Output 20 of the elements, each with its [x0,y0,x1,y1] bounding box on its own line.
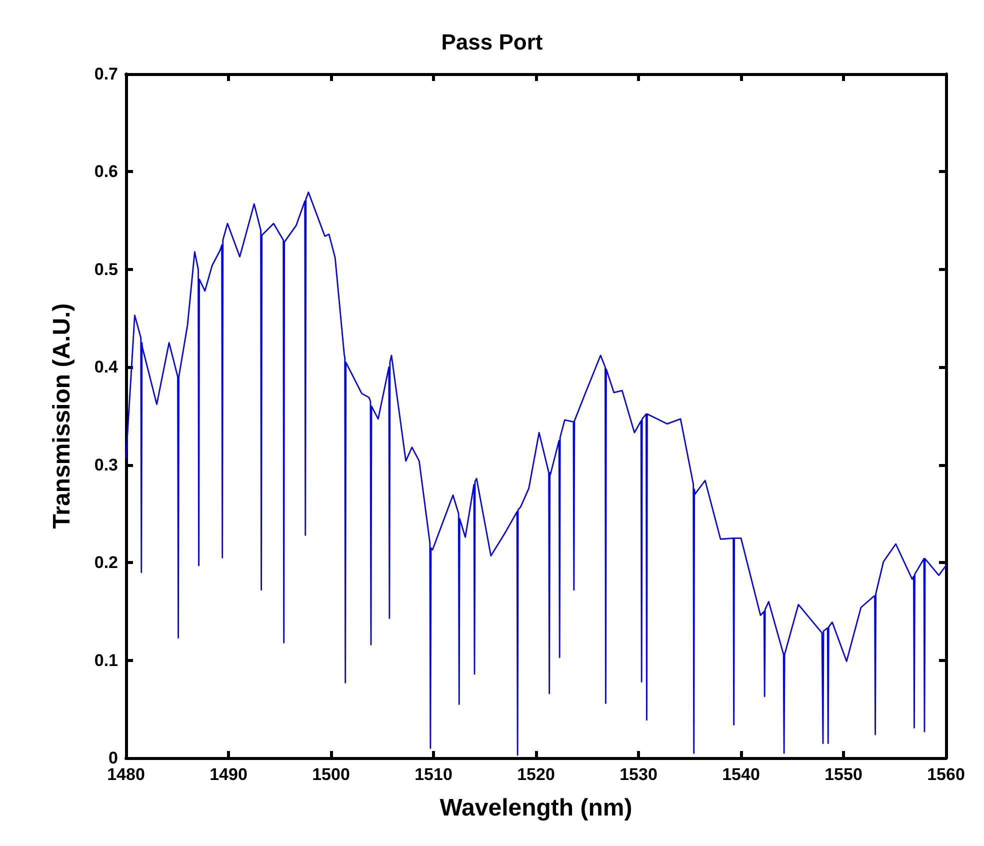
y-tick-label: 0.6 [94,162,118,182]
x-tick-label: 1480 [107,765,145,784]
x-tick-label: 1560 [927,765,965,784]
y-tick-label: 0.1 [94,650,118,670]
x-tick-label: 1500 [312,765,350,784]
chart-title: Pass Port [441,30,544,54]
y-tick-label: 0 [108,748,118,768]
x-tick-label: 1490 [210,765,248,784]
x-tick-label: 1520 [517,765,555,784]
x-tick-label: 1510 [414,765,452,784]
y-tick-label: 0.5 [94,260,118,279]
y-axis-title: Transmission (A.U.) [48,303,76,529]
x-tick-label: 1550 [824,765,862,784]
x-axis-title: Wavelength (nm) [440,794,632,822]
x-tick-label: 1540 [722,765,760,784]
y-tick-label: 0.4 [94,358,119,377]
y-tick-label: 0.2 [94,553,118,572]
x-tick-label: 1530 [620,765,658,784]
y-tick-label: 0.7 [94,64,118,84]
y-tick-label: 0.3 [94,455,118,474]
